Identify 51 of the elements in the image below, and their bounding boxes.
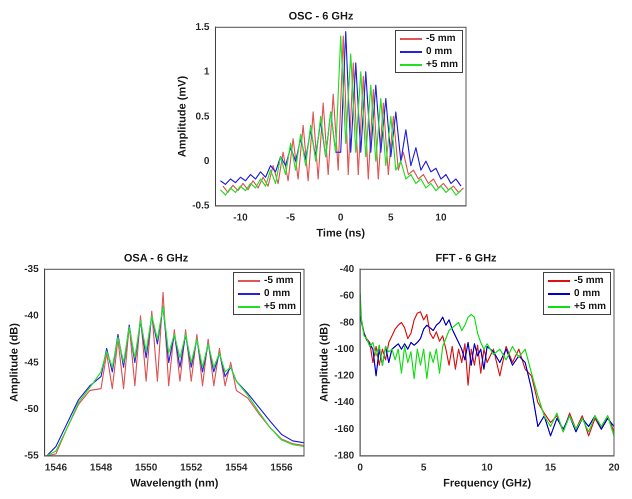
x-axis-title: Wavelength (nm) bbox=[130, 477, 219, 490]
x-tick-label: 5 bbox=[388, 212, 394, 224]
y-tick-label: -35 bbox=[24, 264, 40, 275]
x-tick-label: 1552 bbox=[180, 462, 203, 474]
legend-label: 0 mm bbox=[574, 287, 600, 300]
x-tick-label: 1546 bbox=[44, 462, 68, 474]
y-tick-label: 0.5 bbox=[196, 111, 210, 122]
x-tick-label: 20 bbox=[608, 462, 620, 474]
x-tick-label: 1556 bbox=[270, 462, 294, 474]
x-tick-label: 10 bbox=[435, 212, 447, 224]
legend-label: -5 mm bbox=[264, 274, 294, 288]
y-axis-title: Amplitude (mV) bbox=[176, 76, 189, 158]
y-axis-title: Amplitude (dB) bbox=[8, 322, 21, 402]
y-tick-label: -100 bbox=[334, 344, 355, 355]
legend-label: +5 mm bbox=[264, 300, 296, 314]
legend-label: 0 mm bbox=[426, 45, 452, 58]
y-tick-label: -80 bbox=[340, 317, 355, 328]
x-axis-title: Frequency (GHz) bbox=[443, 477, 532, 490]
legend-label: -5 mm bbox=[426, 32, 456, 46]
y-tick-label: -180 bbox=[334, 450, 355, 462]
x-tick-label: 0 bbox=[357, 462, 364, 474]
chart-title: OSC - 6 GHz bbox=[288, 10, 354, 23]
legend-label: -5 mm bbox=[574, 274, 604, 288]
x-tick-label: -5 bbox=[286, 212, 296, 224]
x-axis-title: Time (ns) bbox=[316, 227, 366, 240]
legend-label: +5 mm bbox=[574, 300, 606, 314]
y-tick-label: -140 bbox=[334, 397, 355, 408]
x-tick-label: 15 bbox=[544, 462, 557, 474]
y-axis-title: Amplitude (dB) bbox=[318, 322, 331, 402]
x-tick-label: -10 bbox=[233, 212, 248, 224]
x-tick-label: 5 bbox=[420, 462, 427, 474]
y-tick-label: -55 bbox=[24, 450, 40, 462]
chart-title: FFT - 6 GHz bbox=[435, 252, 498, 265]
y-tick-label: -0.5 bbox=[192, 200, 210, 212]
y-tick-label: -160 bbox=[334, 424, 355, 435]
y-tick-label: 1 bbox=[204, 66, 210, 78]
y-tick-label: -120 bbox=[334, 370, 355, 382]
y-tick-label: 1.5 bbox=[196, 22, 210, 33]
chart-title: OSA - 6 GHz bbox=[124, 252, 189, 265]
legend-label: +5 mm bbox=[426, 58, 458, 72]
y-tick-label: 0 bbox=[204, 156, 210, 167]
y-tick-label: -40 bbox=[340, 264, 355, 275]
y-tick-label: -50 bbox=[24, 404, 40, 415]
y-tick-label: -40 bbox=[24, 310, 40, 322]
legend-label: 0 mm bbox=[264, 287, 290, 300]
x-tick-label: 1550 bbox=[135, 462, 158, 474]
y-tick-label: -60 bbox=[340, 290, 355, 302]
x-tick-label: 10 bbox=[482, 462, 494, 474]
y-tick-label: -45 bbox=[24, 357, 40, 368]
x-tick-label: 1548 bbox=[90, 462, 113, 474]
x-tick-label: 1554 bbox=[225, 462, 248, 474]
